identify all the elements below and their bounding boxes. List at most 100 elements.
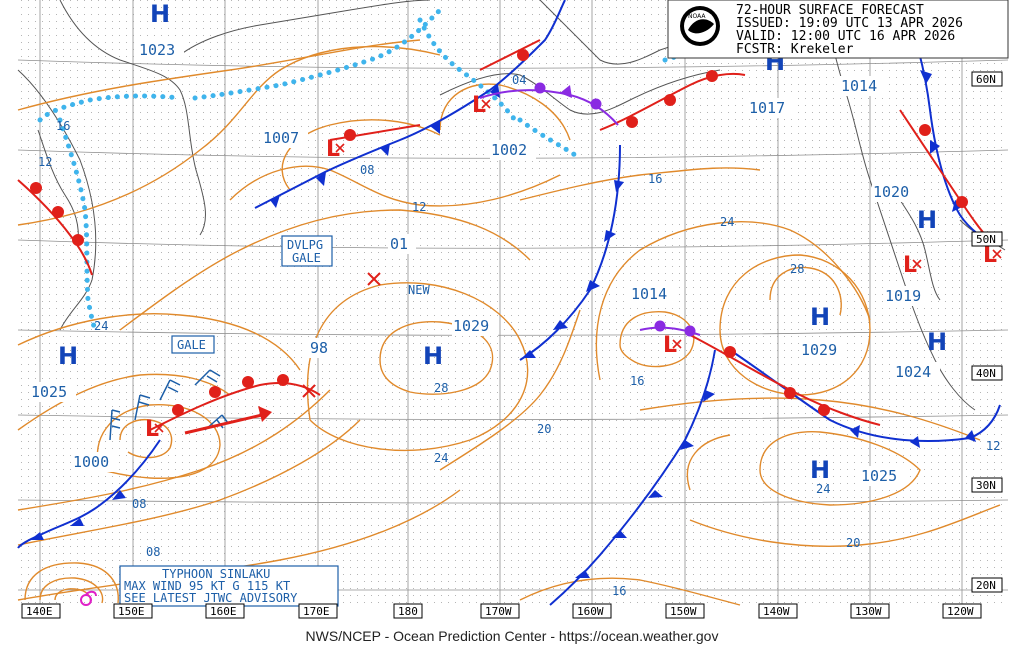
gale-label: GALE [292, 251, 321, 265]
latitude-label: 20N [976, 579, 996, 592]
wind-barbs [109, 369, 229, 441]
noaa-logo-text: NOAA [688, 13, 706, 20]
pressure-label: 1002 [491, 141, 527, 159]
pressure-label: 1019 [885, 287, 921, 305]
warm-front-bumps [30, 49, 968, 416]
header-forecaster: FCSTR: Krekeler [736, 42, 854, 57]
cold-front-teeth [30, 70, 976, 578]
pressure-label: 1025 [861, 467, 897, 485]
longitude-label: 150E [118, 605, 145, 618]
low-centers: L L L L L L [145, 93, 997, 442]
latitude-labels: 60N 50N 40N 30N 20N [971, 71, 1003, 593]
pressure-label: 1029 [453, 317, 489, 335]
high-centers: H H H H H H H H [58, 0, 947, 484]
isobar-label: 08 [360, 163, 374, 177]
header-issued: ISSUED: 19:09 UTC 13 APR 2026 [736, 16, 963, 31]
pressure-label: 1024 [895, 363, 931, 381]
isobar-label: 08 [146, 545, 160, 559]
longitude-labels: 140E 150E 160E 170E 180 170W 160W 150W 1… [21, 603, 982, 619]
pressure-label: 1014 [841, 77, 877, 95]
isobar-label: 24 [816, 482, 830, 496]
isobar-label: 16 [612, 584, 626, 598]
isobar-label: 28 [434, 381, 448, 395]
isobar-label: 04 [512, 73, 526, 87]
low-letter: L [903, 253, 917, 278]
longitude-label: 150W [670, 605, 697, 618]
high-letter: H [150, 0, 170, 28]
pressure-labels: 1023 1007 1002 1017 1014 1020 1019 1029 … [30, 40, 940, 486]
isobar-labels: 16 12 24 08 12 04 16 24 28 28 20 24 16 2… [38, 73, 1000, 598]
typhoon-advisory: SEE LATEST JTWC ADVISORY [124, 591, 298, 605]
low-letter: L [326, 137, 340, 162]
isobar-label: 24 [94, 319, 108, 333]
high-letter: H [810, 456, 830, 484]
longitude-label: 120W [947, 605, 974, 618]
header-title: 72-HOUR SURFACE FORECAST [736, 3, 924, 18]
isobar-label: 12 [986, 439, 1000, 453]
pressure-label: 1007 [263, 129, 299, 147]
isobar-label: 12 [412, 200, 426, 214]
header-valid: VALID: 12:00 UTC 16 APR 2026 [736, 29, 955, 44]
pressure-label: 1023 [139, 41, 175, 59]
isobar-label: 20 [846, 536, 860, 550]
warm-fronts [17, 39, 991, 431]
graticule [17, 0, 1009, 605]
pressure-label: 1014 [631, 285, 667, 303]
ice-edge [37, 7, 723, 333]
low-letter: L [663, 333, 677, 358]
high-letter: H [423, 342, 443, 370]
longitude-label: 160E [210, 605, 237, 618]
low-letter: L [983, 243, 997, 268]
latitude-label: 40N [976, 367, 996, 380]
longitude-label: 170W [485, 605, 512, 618]
low-x-markers [154, 99, 1002, 433]
typhoon-advisory-box: TYPHOON SINLAKU MAX WIND 95 KT G 115 KT … [119, 565, 339, 607]
pressure-label: 1029 [801, 341, 837, 359]
low-letter: L [145, 417, 159, 442]
isobars [17, 39, 1001, 606]
developing-gale-box: DVLPG GALE [281, 235, 333, 267]
pressure-label: 1020 [873, 183, 909, 201]
longitude-label: 170E [303, 605, 330, 618]
high-letter: H [927, 328, 947, 356]
longitude-label: 180 [398, 605, 418, 618]
isobar-label: 24 [720, 215, 734, 229]
pressure-label: 1025 [31, 383, 67, 401]
occluded-front-symbols [534, 82, 696, 337]
longitude-label: 130W [855, 605, 882, 618]
typhoon-name: TYPHOON SINLAKU [162, 567, 270, 581]
forecast-header: NOAA 72-HOUR SURFACE FORECAST ISSUED: 19… [667, 0, 1009, 59]
isobar-label: 12 [38, 155, 52, 169]
latitude-label: 30N [976, 479, 996, 492]
isobar-label: 16 [648, 172, 662, 186]
typhoon-icon [80, 590, 97, 606]
isobar-label: 16 [630, 374, 644, 388]
typhoon-max-wind: MAX WIND 95 KT G 115 KT [124, 579, 290, 593]
footer-credit: NWS/NCEP - Ocean Prediction Center - htt… [305, 628, 719, 644]
latitude-label: 50N [976, 233, 996, 246]
low-letter: L [472, 93, 486, 118]
isobar-label: 08 [132, 497, 146, 511]
longitude-label: 140W [763, 605, 790, 618]
new-low-label: NEW [408, 283, 430, 297]
longitude-label: 160W [577, 605, 604, 618]
isobar-label: 20 [537, 422, 551, 436]
gale-label: GALE [177, 338, 206, 352]
pressure-label: 1017 [749, 99, 785, 117]
high-letter: H [58, 342, 78, 370]
isobar-label: 28 [790, 262, 804, 276]
dvlpg-label: DVLPG [287, 238, 323, 252]
pressure-label: 01 [390, 235, 408, 253]
latitude-label: 60N [976, 73, 996, 86]
high-letter: H [810, 303, 830, 331]
storm-motion-arrow [184, 406, 272, 435]
pressure-label: 1000 [73, 453, 109, 471]
pressure-label: 98 [310, 339, 328, 357]
isobar-label: 16 [56, 119, 70, 133]
gale-box: GALE [171, 335, 215, 354]
new-low-markers [302, 272, 381, 398]
isobar-label: 24 [434, 451, 448, 465]
longitude-label: 140E [26, 605, 53, 618]
high-letter: H [917, 206, 937, 234]
